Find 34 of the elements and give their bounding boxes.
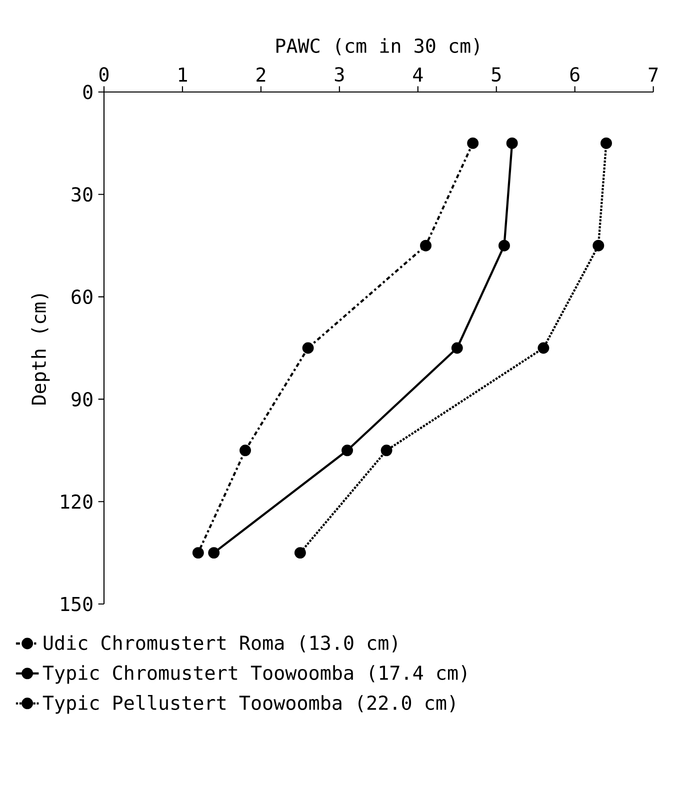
x-tick-label: 0 [99, 67, 109, 82]
y-tick-label: 120 [61, 494, 92, 509]
x-tick-label: 3 [334, 67, 344, 82]
point [192, 547, 204, 559]
point [208, 547, 220, 559]
legend-label: Udic Chromustert Roma (13.0 cm) [44, 635, 397, 652]
x-tick-label: 1 [178, 68, 187, 82]
x-tick-label: 2 [256, 67, 266, 82]
y-tick-label: 30 [72, 187, 92, 202]
x-tick-label: 7 [648, 68, 658, 82]
legend-label: Typic Chromustert Toowoomba (17.4 cm) [42, 665, 466, 684]
y-tick-label: 90 [72, 392, 92, 406]
x-tick-label: 4 [413, 68, 423, 82]
x-axis-title: PAWC (cm in 30 cm) [276, 38, 479, 56]
y-axis-title: Depth (cm) [31, 294, 50, 405]
point [380, 444, 392, 456]
point [294, 547, 306, 559]
x-tick-label: 5 [492, 67, 501, 82]
point [538, 342, 550, 354]
x-tick-label: 6 [570, 67, 580, 82]
point [592, 240, 604, 252]
point [420, 240, 432, 252]
point [240, 444, 251, 456]
point [498, 240, 510, 252]
point [451, 342, 463, 354]
point [467, 137, 479, 149]
legend-label: Typic Pellustert Toowoomba (22.0 cm) [42, 695, 455, 714]
y-tick-label: 0 [83, 84, 92, 100]
point [342, 444, 354, 456]
y-tick-label: 60 [72, 290, 92, 304]
point [600, 137, 612, 149]
y-tick-label: 150 [61, 596, 92, 612]
point [506, 137, 518, 149]
point [302, 342, 314, 354]
